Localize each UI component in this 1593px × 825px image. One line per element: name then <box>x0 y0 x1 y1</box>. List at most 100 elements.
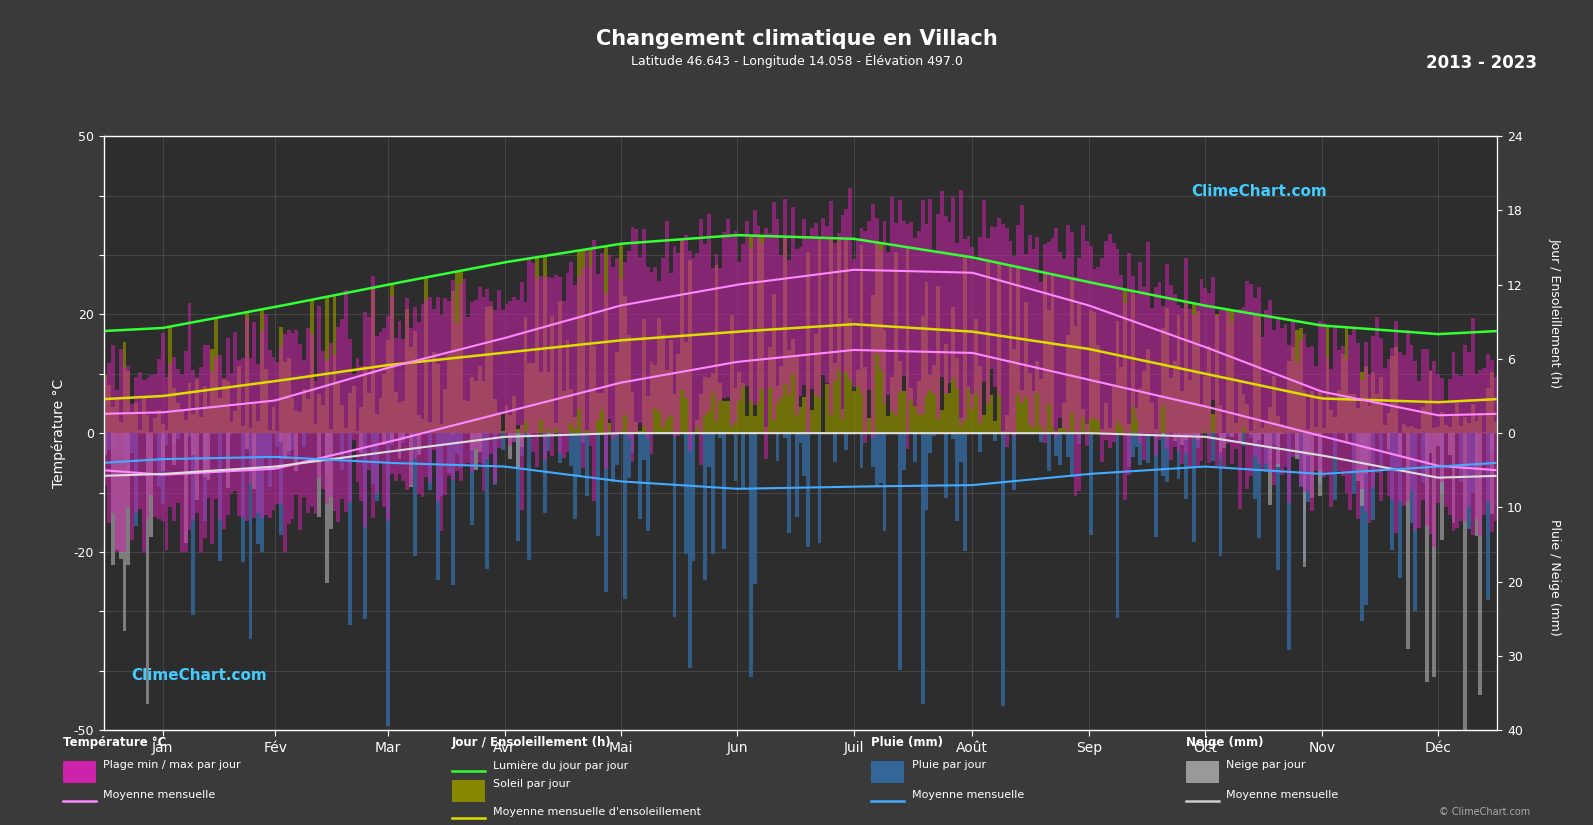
Bar <box>317 394 322 433</box>
Bar <box>680 240 683 389</box>
Bar <box>1013 433 1016 490</box>
Bar <box>932 252 937 394</box>
Bar <box>1424 433 1429 506</box>
Bar <box>577 251 581 433</box>
Bar <box>1456 374 1459 528</box>
Bar <box>1126 424 1131 433</box>
Bar <box>1254 314 1257 433</box>
Bar <box>398 433 401 459</box>
Bar <box>1413 428 1418 433</box>
Bar <box>833 364 836 433</box>
Bar <box>1391 356 1394 433</box>
Bar <box>1462 433 1467 743</box>
Bar <box>1055 431 1058 433</box>
Bar <box>328 343 333 497</box>
Bar <box>1104 241 1107 440</box>
Bar <box>1101 258 1104 462</box>
Bar <box>1254 433 1257 443</box>
Bar <box>382 374 386 433</box>
Bar <box>1489 433 1494 453</box>
Bar <box>913 238 918 407</box>
Bar <box>1478 370 1481 535</box>
Bar <box>452 780 484 802</box>
Bar <box>1227 433 1230 436</box>
Bar <box>784 237 787 433</box>
Bar <box>519 433 524 447</box>
Bar <box>730 315 734 433</box>
Bar <box>1070 232 1074 412</box>
Bar <box>722 433 726 549</box>
Bar <box>295 411 298 433</box>
Bar <box>1394 347 1399 433</box>
Bar <box>1298 433 1303 487</box>
Bar <box>707 433 710 467</box>
Bar <box>844 433 847 450</box>
Bar <box>1096 345 1101 433</box>
Bar <box>776 386 779 433</box>
Bar <box>279 328 284 433</box>
Bar <box>107 433 112 450</box>
Bar <box>634 229 639 433</box>
Bar <box>1101 429 1104 433</box>
Bar <box>883 330 886 433</box>
Bar <box>1421 407 1424 433</box>
Bar <box>792 338 795 433</box>
Bar <box>1405 331 1410 502</box>
Bar <box>1298 328 1303 433</box>
Bar <box>1475 433 1478 536</box>
Bar <box>1268 433 1273 460</box>
Bar <box>1418 429 1421 433</box>
Bar <box>951 307 956 433</box>
Bar <box>443 389 448 433</box>
Bar <box>879 243 883 433</box>
Bar <box>639 431 642 433</box>
Bar <box>287 330 290 524</box>
Bar <box>202 386 207 433</box>
Bar <box>1486 433 1489 600</box>
Bar <box>634 422 639 433</box>
Bar <box>421 418 424 433</box>
Bar <box>1200 404 1203 433</box>
Bar <box>1470 404 1475 433</box>
Bar <box>226 337 229 516</box>
Bar <box>691 433 696 561</box>
Bar <box>486 289 489 460</box>
Bar <box>341 319 344 498</box>
Bar <box>1265 310 1268 464</box>
Bar <box>841 408 844 433</box>
Bar <box>142 396 145 433</box>
Bar <box>226 381 229 433</box>
Bar <box>569 262 573 423</box>
Bar <box>1399 352 1402 502</box>
Bar <box>871 204 875 437</box>
Bar <box>612 267 615 439</box>
Bar <box>1246 281 1249 489</box>
Bar <box>703 377 707 433</box>
Bar <box>852 391 855 433</box>
Bar <box>1367 406 1372 433</box>
Bar <box>527 363 530 433</box>
Bar <box>1372 337 1375 488</box>
Bar <box>795 355 798 433</box>
Bar <box>879 250 883 370</box>
Bar <box>1074 277 1077 496</box>
Bar <box>1380 433 1383 469</box>
Bar <box>1203 288 1207 431</box>
Bar <box>443 433 448 445</box>
Bar <box>188 433 191 436</box>
Bar <box>115 433 119 550</box>
Bar <box>494 433 497 485</box>
Bar <box>809 229 814 389</box>
Bar <box>226 433 229 488</box>
Bar <box>683 235 688 398</box>
Bar <box>191 433 196 455</box>
Bar <box>1303 433 1306 562</box>
Bar <box>1380 338 1383 501</box>
Bar <box>398 403 401 433</box>
Bar <box>1470 318 1475 535</box>
Bar <box>1402 424 1405 433</box>
Bar <box>1383 368 1386 470</box>
Bar <box>1364 433 1367 474</box>
Bar <box>1486 354 1489 502</box>
Bar <box>715 254 718 421</box>
